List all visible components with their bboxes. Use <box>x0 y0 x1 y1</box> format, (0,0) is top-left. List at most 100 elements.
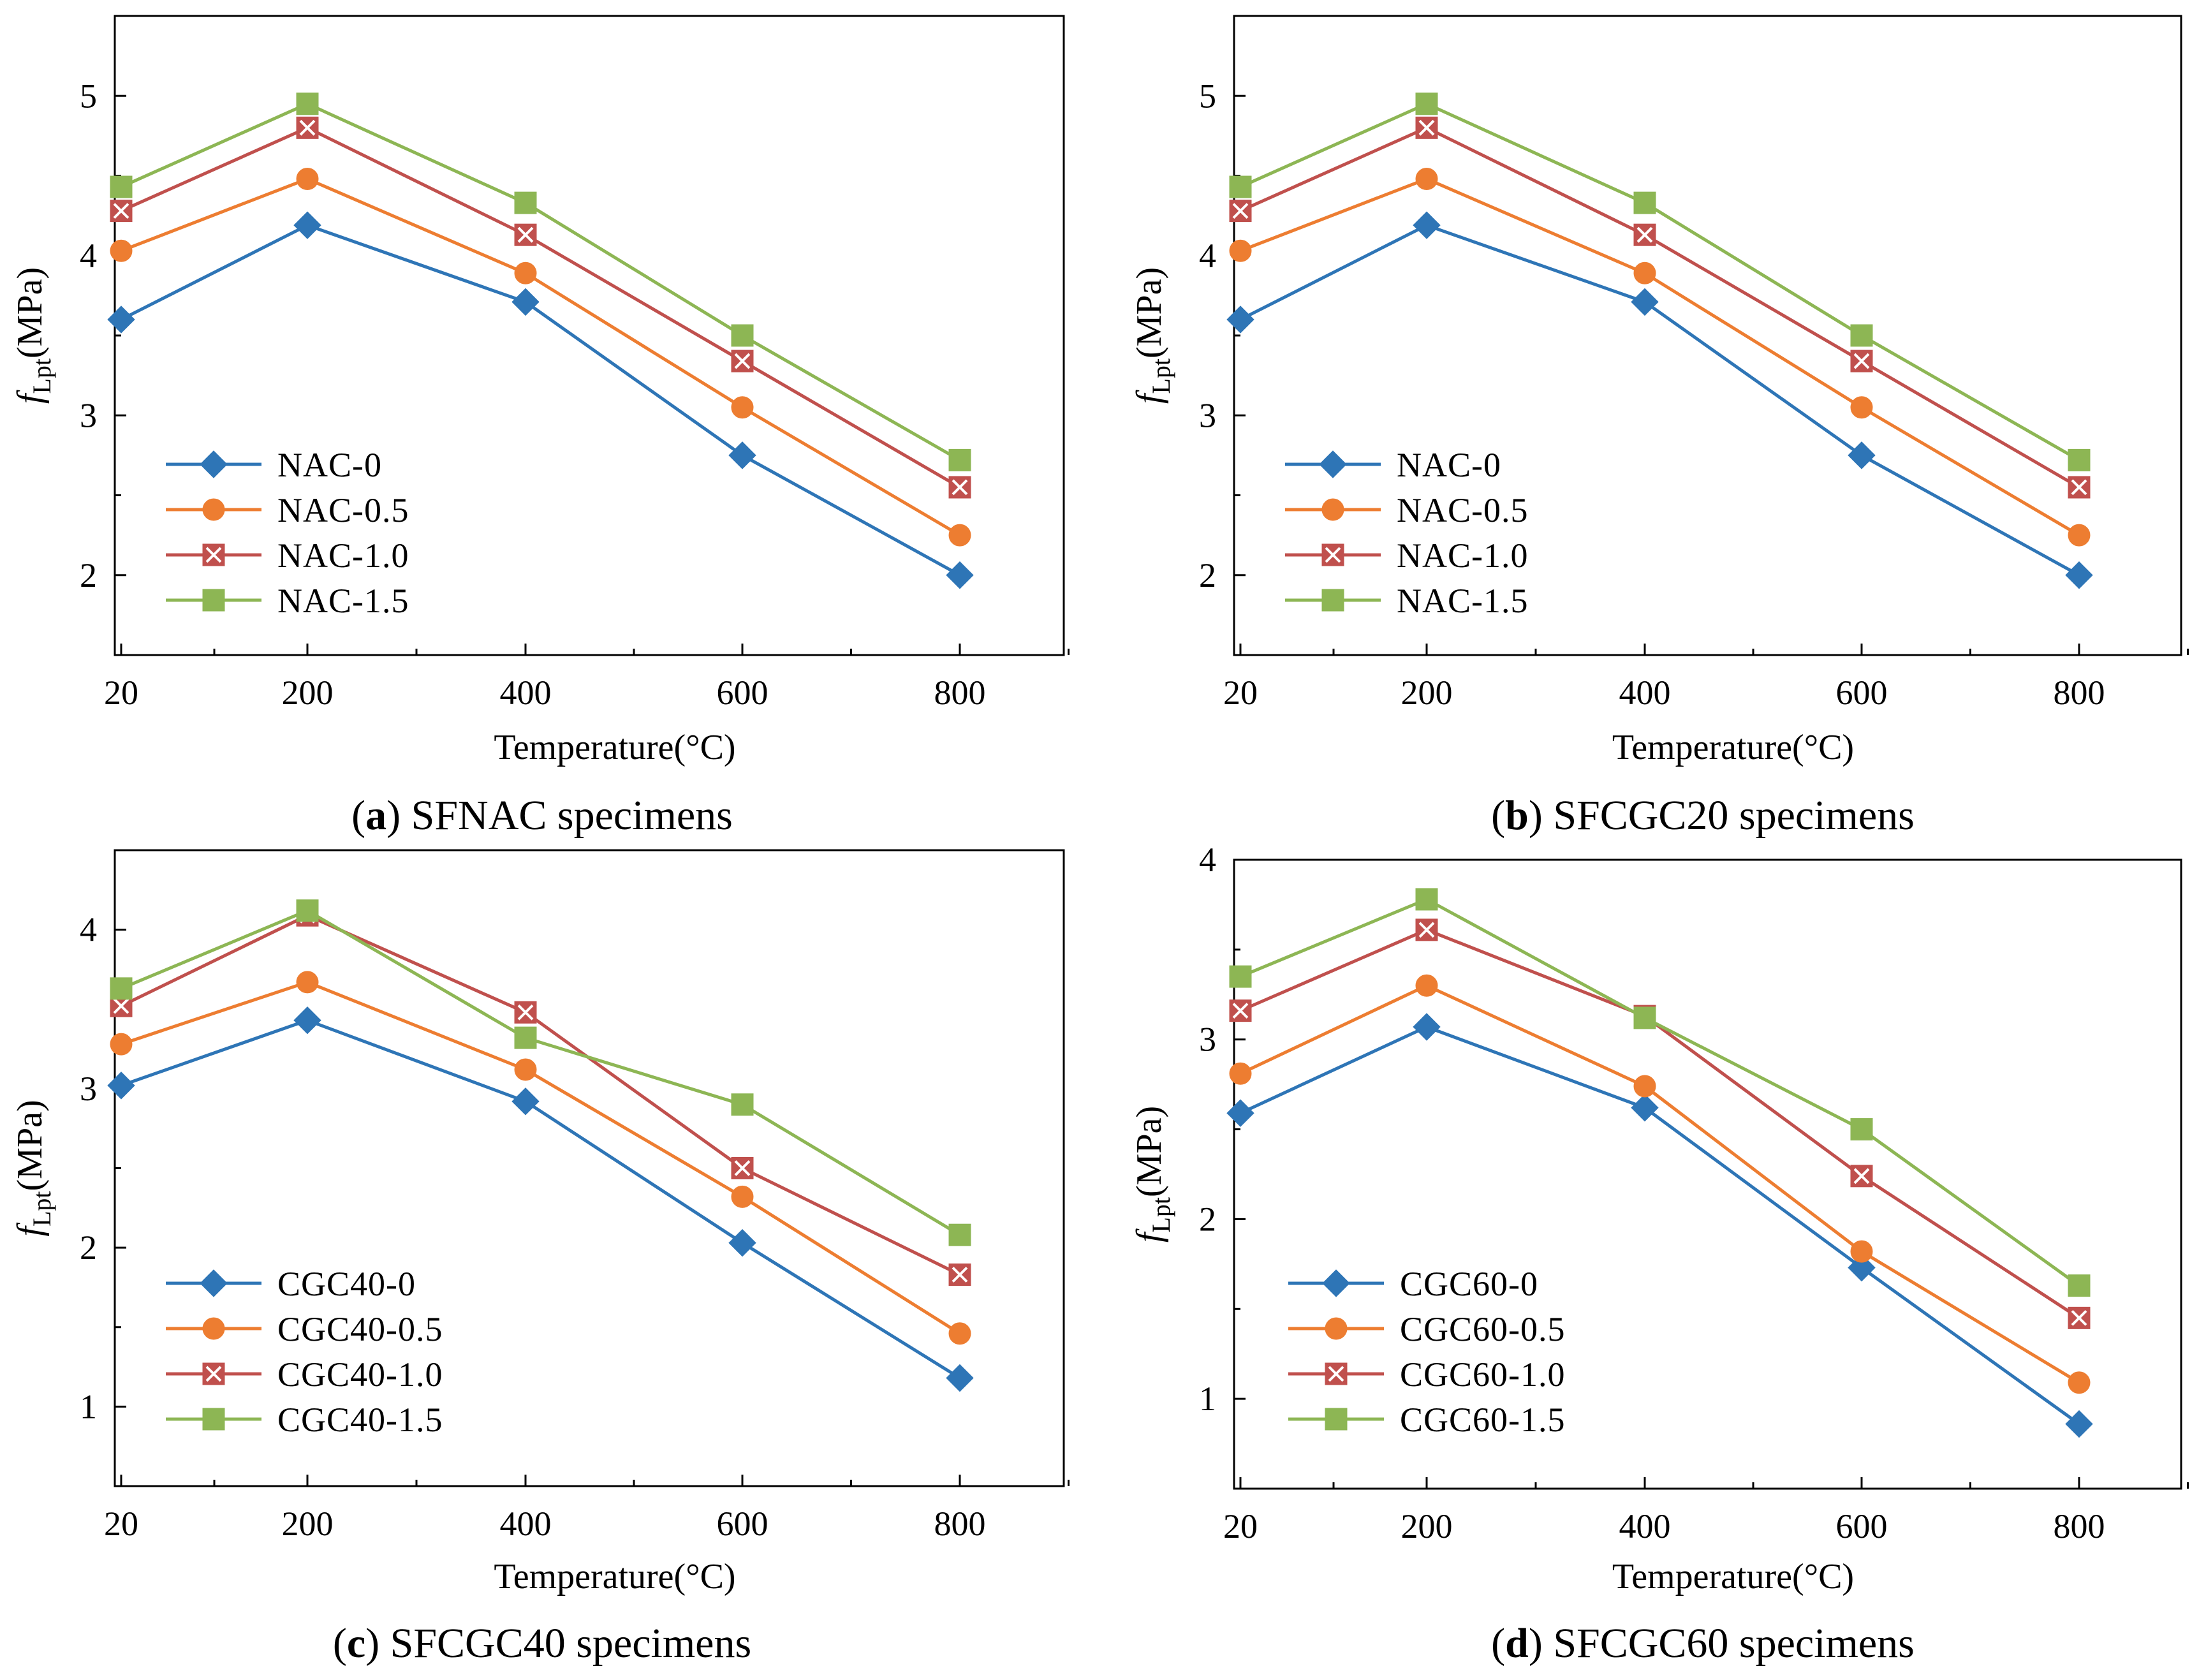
legend-marker <box>202 498 225 521</box>
series-3 <box>110 904 971 1286</box>
series-line <box>1239 1025 2080 1426</box>
legend-marker <box>202 589 225 612</box>
chart-panel-a: 2 3 4 5 20 200 400 600 800 Temperature(°C) fLpt(MP… <box>10 15 1070 839</box>
x-axis-title: Temperature(°C) <box>494 728 735 767</box>
data-point-cross <box>1853 1168 1870 1184</box>
data-point <box>1226 306 1254 334</box>
data-point <box>1229 200 1252 223</box>
x-tick-label: 800 <box>934 1505 986 1543</box>
legend-marker-cross <box>1328 1366 1344 1382</box>
legend-label: NAC-0.5 <box>1397 491 1529 529</box>
data-point <box>1413 1013 1441 1041</box>
data-point <box>107 306 135 334</box>
y-tick-label: 4 <box>80 237 97 275</box>
y-tick-label: 3 <box>1199 1021 1216 1059</box>
data-point <box>1415 116 1438 139</box>
data-point <box>110 1033 133 1056</box>
legend-entry-1: NAC-0 <box>166 446 381 484</box>
series-line <box>120 223 961 577</box>
legend-entry-3: NAC-1.0 <box>1285 536 1528 575</box>
legend-label: CGC40-1.0 <box>277 1355 443 1394</box>
series-4 <box>1229 92 2091 471</box>
series-4 <box>110 899 971 1246</box>
data-point <box>1850 1240 1873 1263</box>
x-tick-label: 400 <box>1619 1507 1671 1545</box>
data-point <box>731 324 754 347</box>
plot-frame <box>114 15 1065 656</box>
x-tick-label: 400 <box>1619 674 1671 712</box>
chart-panel-c: 1 2 3 4 20 200 400 600 800 Temperature(°C) fLpt(MP… <box>10 849 1070 1667</box>
legend-entry-1: CGC40-0 <box>166 1265 415 1303</box>
x-tick-label: 600 <box>1836 674 1888 712</box>
x-tick-label: 400 <box>500 674 552 712</box>
data-point <box>296 116 319 139</box>
x-tick-label: 200 <box>282 1505 334 1543</box>
y-axis-title-unit: (MPa) <box>1129 1106 1169 1197</box>
data-point <box>728 441 756 469</box>
data-point <box>1415 974 1438 997</box>
panel-caption: (b) SFCGC20 specimens <box>1491 792 1915 839</box>
legend-entry-2: NAC-0.5 <box>166 491 409 529</box>
data-point <box>1633 223 1656 246</box>
y-axis-title-subscript: Lpt <box>1147 1197 1175 1233</box>
data-point <box>1229 239 1252 262</box>
y-axis-title: fLpt(MPa) <box>10 1100 56 1236</box>
series-2 <box>110 971 971 1345</box>
legend-entry-3: NAC-1.0 <box>166 536 409 575</box>
data-point <box>514 191 537 214</box>
legend-label: CGC60-1.0 <box>1400 1355 1566 1394</box>
series-2 <box>110 168 971 547</box>
data-point-cross <box>517 226 534 243</box>
caption-text: SFCGC60 specimens <box>1553 1620 1915 1667</box>
data-point <box>946 1364 974 1392</box>
series-3 <box>1229 918 2091 1329</box>
y-axis-title-subscript: Lpt <box>1147 358 1175 394</box>
y-axis-title: fLpt(MPa) <box>1129 1106 1175 1242</box>
data-point <box>1848 1253 1876 1282</box>
series-1 <box>107 1006 974 1392</box>
data-point <box>296 168 319 191</box>
legend-entry-2: CGC40-0.5 <box>166 1310 443 1348</box>
series-line <box>121 1019 961 1380</box>
x-axis-title: Temperature(°C) <box>494 1557 735 1596</box>
x-axis-title: Temperature(°C) <box>1612 728 1854 767</box>
x-tick-label: 600 <box>717 1505 768 1543</box>
legend-marker <box>1325 1362 1348 1385</box>
y-axis-title-subscript: Lpt <box>27 358 56 394</box>
y-tick-label: 5 <box>1199 77 1216 115</box>
data-point <box>110 239 133 262</box>
data-point <box>1633 1075 1656 1098</box>
data-point-cross <box>2071 1309 2087 1326</box>
legend-marker <box>1321 543 1344 566</box>
data-point <box>514 1001 537 1024</box>
series-line <box>1240 177 2080 537</box>
legend-marker <box>1325 1408 1348 1431</box>
x-tick-label: 800 <box>2054 1507 2105 1545</box>
chart-panel-d: 1 2 3 4 20 200 400 600 800 Temperature(°C) fLpt(MP… <box>1129 841 2189 1667</box>
data-point <box>2065 1410 2093 1438</box>
y-tick-label: 4 <box>1199 237 1216 275</box>
data-point <box>110 175 133 198</box>
legend-entry-3: CGC40-1.0 <box>166 1355 443 1394</box>
legend-entry-4: NAC-1.5 <box>1285 582 1529 620</box>
x-tick-label: 600 <box>1836 1507 1888 1545</box>
legend-marker <box>1325 1317 1348 1340</box>
data-point <box>1848 441 1876 469</box>
data-point <box>1850 1118 1873 1141</box>
y-axis-title-unit: (MPa) <box>10 267 50 358</box>
data-point <box>948 1263 971 1286</box>
legend-label: NAC-0.5 <box>277 491 409 529</box>
data-point <box>2068 1371 2091 1394</box>
legend-entry-1: NAC-0 <box>1285 446 1501 484</box>
x-tick-label: 20 <box>1223 674 1258 712</box>
y-tick-label: 3 <box>80 396 97 434</box>
caption-letter: a <box>365 792 386 839</box>
y-tick-label: 5 <box>80 77 97 115</box>
legend-entry-2: NAC-0.5 <box>1285 491 1529 529</box>
data-point <box>948 524 971 547</box>
legend-label: NAC-1.5 <box>1397 582 1529 620</box>
series-line <box>1239 223 2080 577</box>
legend-label: CGC40-1.5 <box>277 1401 443 1439</box>
legend-label: NAC-1.5 <box>277 582 409 620</box>
panel-caption: (d) SFCGC60 specimens <box>1491 1620 1915 1667</box>
